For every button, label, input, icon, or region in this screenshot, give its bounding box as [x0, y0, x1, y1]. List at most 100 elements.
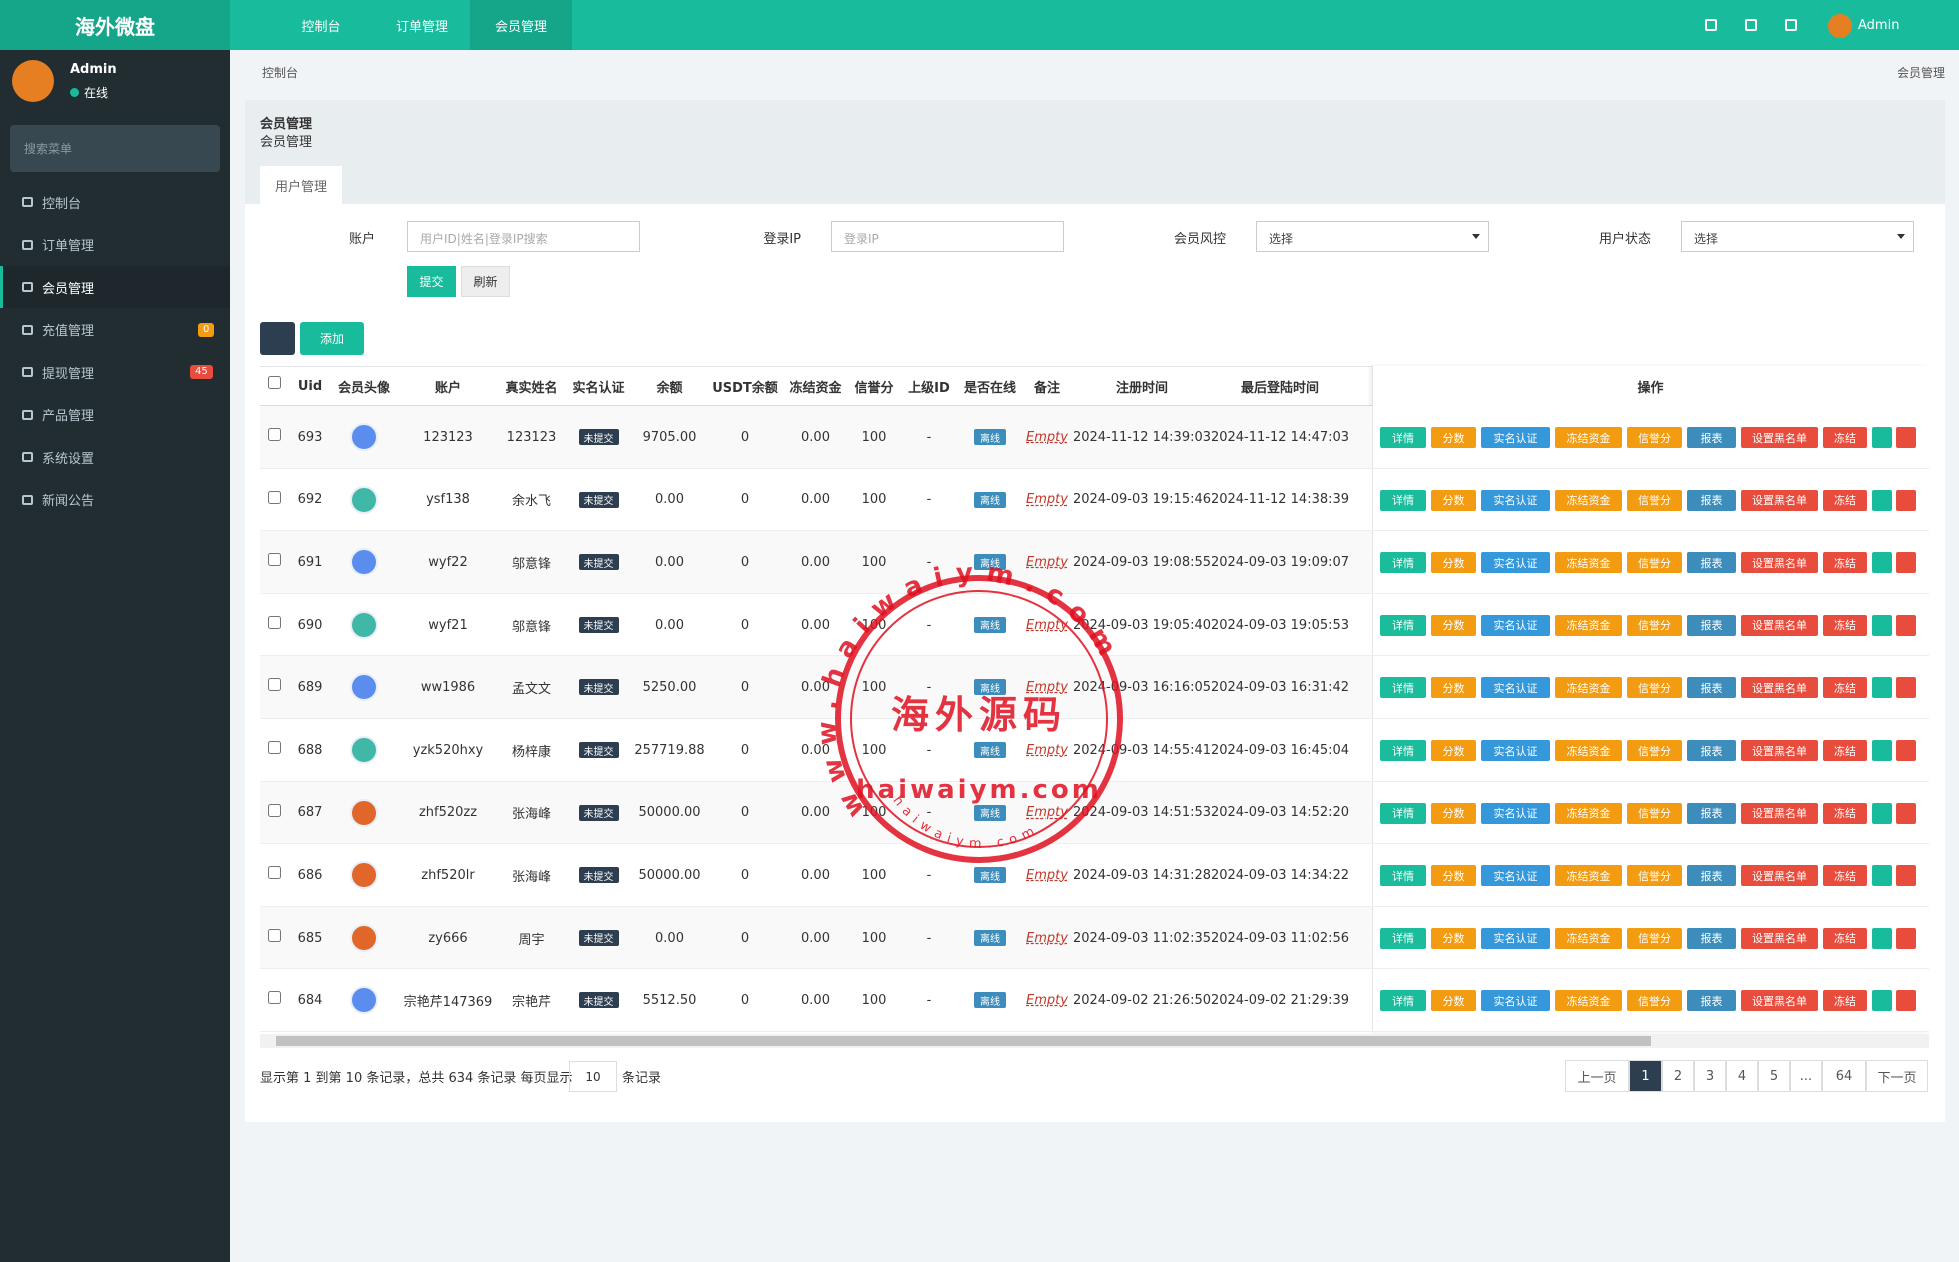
- edit-button[interactable]: [1872, 552, 1892, 574]
- row-checkbox[interactable]: [268, 866, 281, 880]
- delete-button[interactable]: [1896, 927, 1916, 949]
- action-button[interactable]: 冻结: [1823, 489, 1867, 511]
- action-button[interactable]: 冻结: [1823, 614, 1867, 636]
- menu-item[interactable]: 提现管理: [42, 366, 95, 382]
- action-button[interactable]: 冻结: [1823, 865, 1867, 887]
- action-button[interactable]: 信誉分: [1627, 552, 1682, 574]
- edit-button[interactable]: [1872, 927, 1892, 949]
- row-checkbox[interactable]: [268, 553, 281, 567]
- row-checkbox[interactable]: [268, 741, 281, 754]
- action-button[interactable]: 分数: [1431, 740, 1476, 761]
- action-button[interactable]: 详情: [1380, 990, 1426, 1012]
- column-header[interactable]: 注册时间: [1115, 380, 1168, 396]
- cell[interactable]: Empty: [1026, 930, 1068, 946]
- action-button[interactable]: 设置黑名单: [1741, 677, 1818, 699]
- action-button[interactable]: 冻结资金: [1555, 990, 1622, 1012]
- action-button[interactable]: 设置黑名单: [1741, 740, 1818, 761]
- action-button[interactable]: 设置黑名单: [1741, 865, 1818, 887]
- action-button[interactable]: 报表: [1687, 489, 1736, 511]
- action-button[interactable]: 实名认证: [1481, 740, 1550, 761]
- delete-button[interactable]: [1896, 677, 1916, 699]
- menu-item[interactable]: 控制台: [42, 196, 82, 212]
- action-button[interactable]: 分数: [1431, 990, 1476, 1012]
- cell[interactable]: Empty: [1026, 867, 1068, 883]
- header-icon[interactable]: [1705, 19, 1717, 31]
- add-button[interactable]: 添加: [300, 322, 364, 355]
- menu-item[interactable]: 订单管理: [42, 239, 95, 254]
- edit-button[interactable]: [1872, 990, 1892, 1012]
- row-checkbox[interactable]: [268, 991, 281, 1005]
- action-button[interactable]: 设置黑名单: [1741, 614, 1818, 636]
- action-button[interactable]: 设置黑名单: [1741, 990, 1818, 1012]
- row-checkbox[interactable]: [268, 678, 281, 692]
- action-button[interactable]: 报表: [1687, 677, 1736, 699]
- action-button[interactable]: 分数: [1431, 427, 1476, 448]
- header-icon[interactable]: [1745, 19, 1757, 31]
- action-button[interactable]: 冻结: [1823, 427, 1867, 448]
- action-button[interactable]: 冻结资金: [1555, 552, 1622, 574]
- action-button[interactable]: 信誉分: [1627, 740, 1682, 761]
- action-button[interactable]: 详情: [1380, 427, 1426, 448]
- filter-select[interactable]: 选择: [1681, 221, 1914, 252]
- action-button[interactable]: 详情: [1380, 552, 1426, 574]
- scrollbar-thumb[interactable]: [276, 1036, 1651, 1046]
- action-button[interactable]: 详情: [1380, 802, 1426, 824]
- menu-item[interactable]: 系统设置: [42, 451, 95, 467]
- page-button[interactable]: 下一页: [1866, 1060, 1928, 1092]
- page-size[interactable]: 10: [569, 1061, 617, 1092]
- action-button[interactable]: 信誉分: [1627, 614, 1682, 636]
- delete-button[interactable]: [1896, 740, 1916, 761]
- column-header[interactable]: USDT余额: [712, 380, 778, 396]
- column-header[interactable]: 余额: [656, 380, 683, 396]
- action-button[interactable]: 分数: [1431, 489, 1476, 511]
- cell[interactable]: Empty: [1026, 617, 1068, 633]
- row-checkbox[interactable]: [268, 428, 281, 441]
- page-button[interactable]: 上一页: [1565, 1060, 1629, 1092]
- filter-input[interactable]: 登录IP: [831, 221, 1064, 252]
- action-button[interactable]: 报表: [1687, 865, 1736, 887]
- action-button[interactable]: 详情: [1380, 865, 1426, 887]
- action-button[interactable]: 信誉分: [1627, 990, 1682, 1012]
- action-button[interactable]: 设置黑名单: [1741, 427, 1818, 448]
- action-button[interactable]: 报表: [1687, 740, 1736, 761]
- action-button[interactable]: 分数: [1431, 614, 1476, 636]
- row-checkbox[interactable]: [268, 615, 281, 629]
- action-button[interactable]: 详情: [1380, 614, 1426, 636]
- action-button[interactable]: 冻结资金: [1555, 740, 1622, 761]
- action-button[interactable]: 实名认证: [1481, 552, 1550, 574]
- page-button[interactable]: 5: [1758, 1060, 1790, 1092]
- action-button[interactable]: 实名认证: [1481, 990, 1550, 1012]
- action-button[interactable]: 实名认证: [1481, 427, 1550, 448]
- header-user[interactable]: Admin: [1858, 17, 1900, 33]
- filter-select[interactable]: 选择: [1256, 221, 1489, 252]
- column-header[interactable]: 最后登陆时间: [1240, 380, 1319, 396]
- header-checkbox[interactable]: [268, 376, 281, 389]
- action-button[interactable]: 实名认证: [1481, 677, 1550, 699]
- column-header[interactable]: Uid: [297, 378, 323, 394]
- nav-item[interactable]: 会员管理: [470, 0, 572, 50]
- column-header[interactable]: 上级ID: [908, 380, 950, 396]
- breadcrumb-home[interactable]: 控制台: [262, 66, 299, 80]
- edit-button[interactable]: [1872, 740, 1892, 761]
- action-button[interactable]: 冻结: [1823, 802, 1867, 824]
- delete-button[interactable]: [1896, 990, 1916, 1012]
- action-button[interactable]: 报表: [1687, 552, 1736, 574]
- column-header[interactable]: 实名认证: [572, 380, 625, 396]
- action-button[interactable]: 冻结: [1823, 677, 1867, 699]
- action-button[interactable]: 详情: [1380, 677, 1426, 699]
- column-header[interactable]: 账户: [434, 380, 461, 396]
- action-button[interactable]: 报表: [1687, 990, 1736, 1012]
- header-icon[interactable]: [1785, 19, 1797, 31]
- action-button[interactable]: 信誉分: [1627, 802, 1682, 824]
- reset-button[interactable]: 刷新: [461, 266, 510, 297]
- action-button[interactable]: 冻结资金: [1555, 927, 1622, 949]
- menu-search[interactable]: 搜索菜单: [10, 125, 220, 172]
- menu-item[interactable]: 充值管理: [42, 324, 95, 339]
- action-button[interactable]: 冻结: [1823, 990, 1867, 1012]
- column-header[interactable]: 会员头像: [337, 380, 390, 396]
- page-button[interactable]: 4: [1726, 1060, 1758, 1092]
- action-button[interactable]: 详情: [1380, 740, 1426, 761]
- action-button[interactable]: 实名认证: [1481, 802, 1550, 824]
- cell[interactable]: Empty: [1026, 554, 1068, 570]
- cell[interactable]: Empty: [1026, 492, 1068, 508]
